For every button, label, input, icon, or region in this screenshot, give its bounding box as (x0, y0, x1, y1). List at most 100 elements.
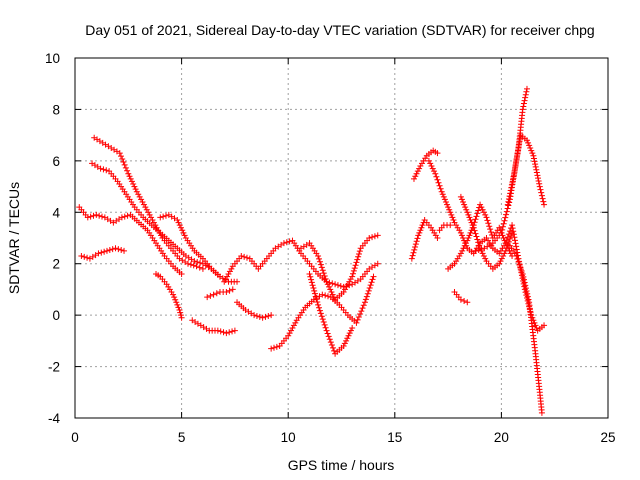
data-point (143, 206, 150, 213)
data-point (152, 222, 159, 229)
data-point (119, 156, 126, 163)
data-point (461, 242, 468, 249)
data-point (350, 270, 357, 277)
data-point (368, 279, 375, 286)
data-point (140, 201, 147, 208)
data-point (532, 322, 539, 329)
data-point (311, 287, 318, 294)
series-track-6 (157, 211, 241, 285)
data-point (530, 155, 537, 162)
data-point (121, 213, 128, 220)
data-point (180, 229, 187, 236)
data-point (507, 190, 514, 197)
data-point (363, 293, 370, 300)
data-point (416, 165, 423, 172)
data-point (480, 209, 487, 216)
data-point (442, 199, 449, 205)
data-point (270, 344, 277, 351)
data-point (317, 261, 324, 268)
data-point (538, 409, 545, 416)
data-point (500, 253, 507, 259)
data-point (429, 165, 436, 172)
data-point (509, 222, 516, 229)
data-point (228, 265, 235, 272)
y-tick-label: 2 (52, 257, 60, 272)
data-point (268, 345, 275, 352)
data-point (356, 248, 363, 255)
data-point (524, 290, 531, 297)
data-point (467, 229, 474, 236)
data-point (179, 227, 186, 234)
data-point (131, 183, 138, 190)
series-track-5 (153, 271, 185, 321)
data-point (324, 330, 331, 337)
data-point (355, 250, 362, 257)
data-point (510, 173, 517, 180)
data-point (175, 304, 182, 311)
data-point (428, 163, 435, 169)
series-track-18 (457, 193, 516, 272)
data-point (173, 299, 180, 306)
data-point (322, 275, 329, 282)
data-point (516, 262, 523, 268)
data-point (508, 181, 515, 188)
data-point (474, 236, 481, 243)
data-point (416, 229, 423, 236)
data-point (315, 255, 322, 262)
data-point (445, 204, 452, 211)
data-point (538, 192, 545, 199)
data-point (369, 234, 376, 241)
data-point (317, 310, 324, 317)
data-point (506, 193, 513, 200)
data-point (347, 327, 354, 334)
data-point (243, 254, 250, 261)
data-point (478, 204, 485, 211)
data-point (347, 276, 354, 283)
data-point (364, 290, 371, 297)
data-point (256, 313, 263, 320)
data-point (324, 293, 331, 300)
data-point (118, 214, 125, 221)
data-point (522, 94, 529, 101)
data-point (450, 217, 457, 223)
data-point (448, 211, 455, 218)
data-point (177, 312, 184, 319)
series-track-9 (221, 237, 381, 290)
x-tick-label: 20 (494, 430, 509, 445)
data-point (308, 276, 315, 283)
data-point (482, 211, 489, 218)
data-point (184, 260, 191, 267)
data-point (464, 299, 471, 306)
data-point (326, 283, 333, 290)
series-track-3 (76, 204, 185, 277)
data-point (346, 278, 353, 285)
data-point (234, 278, 241, 285)
data-point (523, 137, 530, 144)
x-tick-label: 10 (281, 430, 296, 445)
data-point (308, 279, 315, 286)
chart-title: Day 051 of 2021, Sidereal Day-to-day VTE… (85, 22, 594, 38)
data-point (146, 211, 153, 218)
data-point (310, 285, 317, 292)
data-point (514, 256, 521, 262)
data-point (446, 206, 453, 213)
data-point (325, 333, 332, 340)
data-point (120, 158, 127, 165)
data-point (475, 239, 482, 246)
data-point (318, 313, 325, 320)
data-point (412, 241, 419, 248)
data-point (319, 316, 326, 323)
data-point (142, 204, 149, 211)
series-track-15 (410, 147, 441, 182)
data-point (508, 184, 515, 191)
y-tick-label: 6 (52, 154, 60, 169)
data-point (324, 281, 331, 288)
data-point (328, 289, 335, 295)
data-point (510, 176, 517, 183)
data-point (410, 249, 417, 256)
data-point (502, 214, 509, 221)
data-point (289, 325, 296, 331)
data-point (149, 217, 156, 223)
data-point (326, 336, 333, 343)
data-point (439, 191, 446, 198)
